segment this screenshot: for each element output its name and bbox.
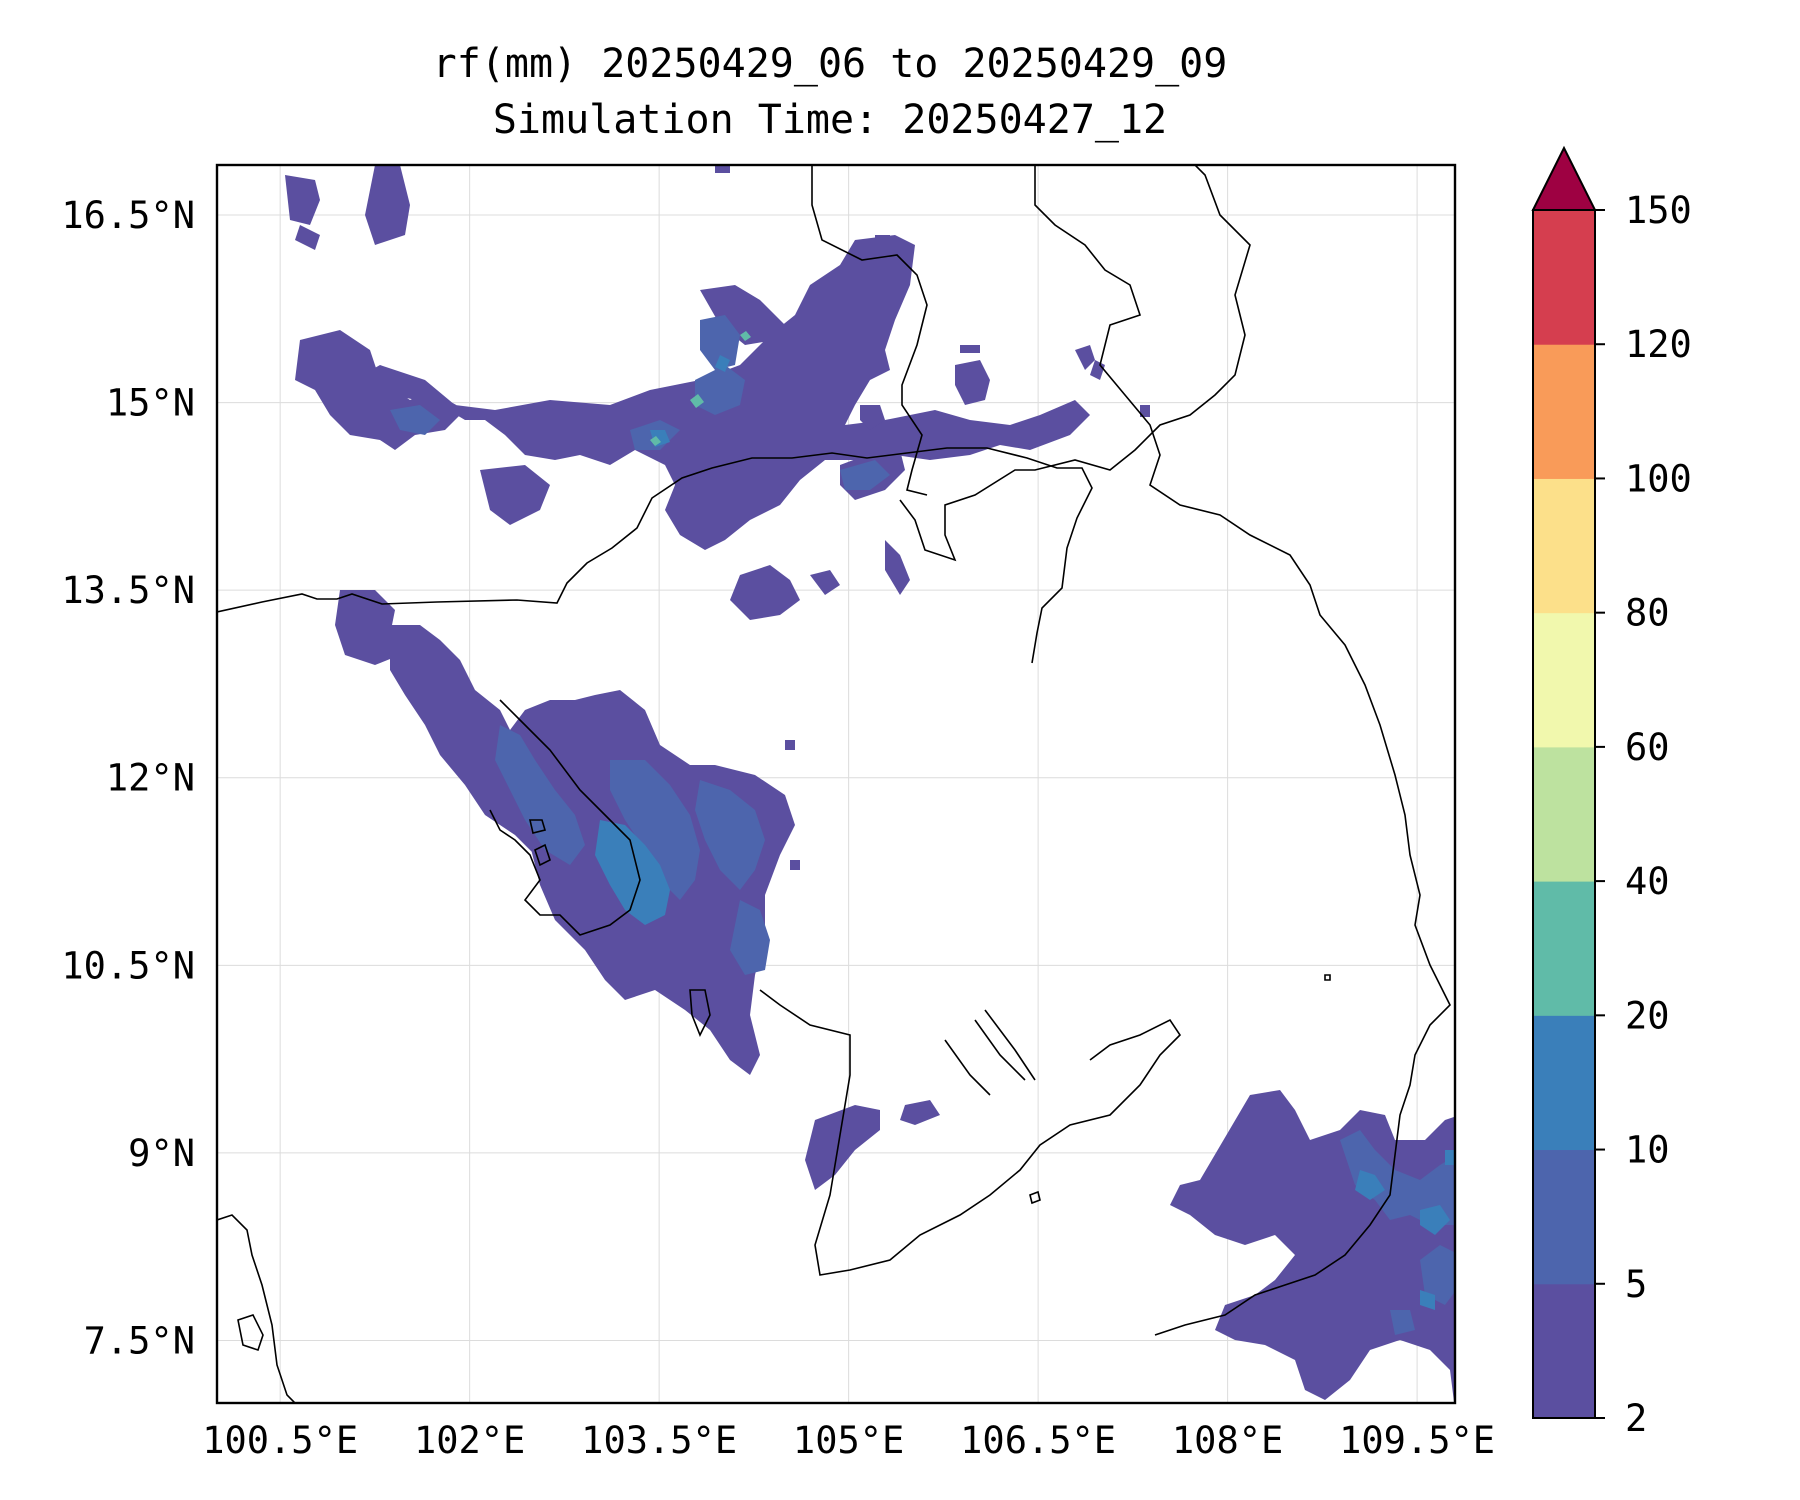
colorbar-segment	[1533, 612, 1595, 748]
cambodia-coast	[489, 699, 641, 936]
colorbar-segment	[1533, 1149, 1595, 1285]
rain-area-northeast-specks	[715, 165, 1150, 620]
map-subtitle: Simulation Time: 20250427_12	[492, 97, 1168, 143]
rain-10-20-coast	[595, 820, 670, 925]
latitude-tick-labels: 16.5°N 15°N 13.5°N 12°N 10.5°N 9°N 7.5°N	[61, 194, 195, 1362]
lat-tick-label: 13.5°N	[61, 569, 195, 612]
colorbar-label: 10	[1625, 1129, 1670, 1172]
colorbar-label: 20	[1625, 994, 1670, 1037]
vietnam-coast	[1034, 165, 1451, 1336]
laos-cambodia-vietnam-border	[899, 165, 1251, 562]
colorbar: 2 5 10 20 40 60 80 100 120 150	[1531, 145, 1692, 1440]
lon-tick-label: 108°E	[1172, 1419, 1283, 1462]
mekong-branches	[944, 1009, 1036, 1096]
lon-tick-label: 109.5°E	[1339, 1419, 1495, 1462]
map-content	[217, 165, 1455, 1403]
colorbar-segment	[1533, 746, 1595, 882]
lon-tick-label: 103.5°E	[581, 1419, 737, 1462]
rain-10-20-southeast	[1355, 1150, 1455, 1310]
thailand-cambodia-border	[217, 447, 1093, 664]
lat-tick-label: 15°N	[106, 382, 195, 425]
lon-tick-label: 102°E	[414, 1419, 525, 1462]
colorbar-label: 40	[1625, 860, 1670, 903]
laos-border-west	[811, 165, 928, 496]
lat-tick-label: 12°N	[106, 757, 195, 800]
colorbar-segment	[1533, 881, 1595, 1016]
colorbar-segment	[1533, 210, 1595, 345]
colorbar-segment	[1533, 1283, 1595, 1419]
map-frame	[215, 163, 1457, 1405]
colorbar-segment	[1533, 1015, 1595, 1151]
lon-tick-label: 105°E	[793, 1419, 904, 1462]
colorbar-label: 80	[1625, 592, 1670, 635]
colorbar-extend-triangle	[1531, 145, 1597, 211]
coastlines-and-borders	[217, 165, 1451, 1403]
islands	[237, 819, 1331, 1352]
colorbar-label: 2	[1625, 1397, 1647, 1440]
delta-coast	[759, 989, 1182, 1276]
peninsula-coast	[217, 1214, 297, 1403]
longitude-tick-labels: 100.5°E 102°E 103.5°E 105°E 106.5°E 108°E 109.…	[202, 1419, 1495, 1462]
rain-5-10-southwest	[495, 725, 770, 975]
rain-area-delta	[805, 1100, 940, 1190]
lat-tick-label: 9°N	[128, 1132, 195, 1175]
lon-tick-label: 106.5°E	[960, 1419, 1116, 1462]
colorbar-segment	[1533, 478, 1595, 614]
lat-tick-label: 7.5°N	[84, 1319, 195, 1362]
colorbar-label: 150	[1625, 189, 1692, 232]
rainfall-10-20mm-areas	[595, 355, 1455, 1310]
colorbar-label: 100	[1625, 457, 1692, 500]
colorbar-label: 5	[1625, 1263, 1647, 1306]
lon-tick-label: 100.5°E	[202, 1419, 358, 1462]
colorbar-outline	[1532, 209, 1596, 1419]
colorbar-segment	[1533, 344, 1595, 479]
colorbar-label: 120	[1625, 323, 1692, 366]
colorbar-label: 60	[1625, 726, 1670, 769]
rain-10-20-north	[650, 355, 730, 447]
lat-tick-label: 10.5°N	[61, 944, 195, 987]
lat-tick-label: 16.5°N	[61, 194, 195, 237]
map-title: rf(mm) 20250429_06 to 20250429_09	[432, 41, 1228, 87]
